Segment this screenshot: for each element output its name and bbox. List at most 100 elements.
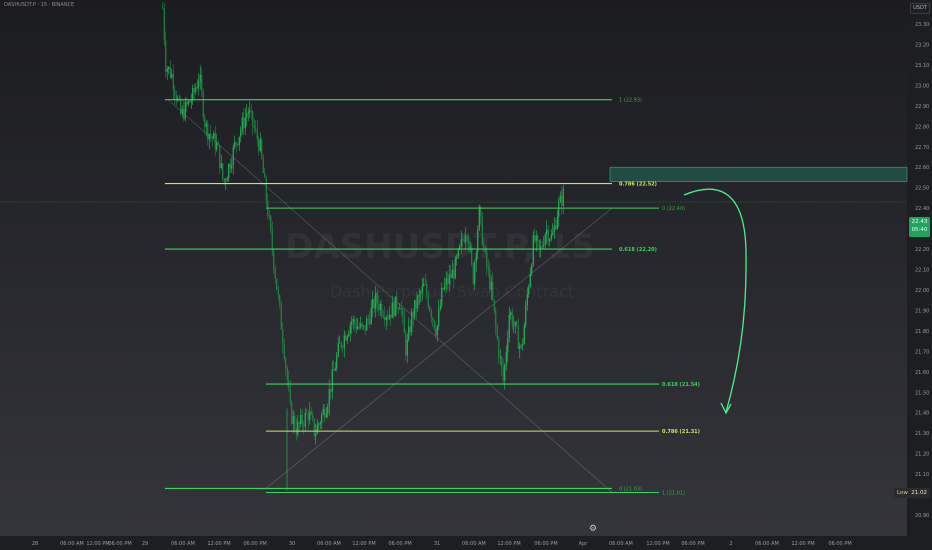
candle-body xyxy=(429,306,431,311)
candle-body xyxy=(180,99,182,115)
candle-body xyxy=(226,177,228,182)
candle-body xyxy=(492,282,494,300)
price-tick-label: 21.60 xyxy=(915,370,929,376)
currency-button[interactable]: USDT xyxy=(910,3,930,14)
candle-body xyxy=(391,302,393,318)
time-tick-label: 30 xyxy=(289,541,295,547)
price-tick-label: 22.20 xyxy=(915,247,929,253)
candle-body xyxy=(186,101,188,105)
candle-body xyxy=(301,414,303,425)
candle-body xyxy=(300,414,302,424)
time-tick-label: 06:00 AM xyxy=(609,541,633,547)
time-tick-label: 06:00 AM xyxy=(60,541,84,547)
candle-body xyxy=(277,289,279,296)
fib-lower-trend-line xyxy=(265,207,613,489)
time-tick-label: 06:00 AM xyxy=(171,541,195,547)
candle-body xyxy=(550,234,552,240)
watermark-description: Dash Perpetual Swap Contract xyxy=(330,282,574,301)
candle-body xyxy=(435,328,437,336)
candle-body xyxy=(498,339,500,358)
candle-body xyxy=(555,225,557,230)
price-tick-label: 22.70 xyxy=(915,145,929,151)
candle-body xyxy=(238,136,240,145)
candle-body xyxy=(426,283,428,296)
candle-body xyxy=(514,321,516,326)
candle-body xyxy=(427,295,429,307)
candle-body xyxy=(408,326,410,340)
candle-body xyxy=(243,117,245,129)
candle-body xyxy=(424,283,426,285)
candle-body xyxy=(523,325,525,345)
candle-body xyxy=(228,163,230,178)
candle-body xyxy=(412,311,414,317)
candle-body xyxy=(540,246,542,249)
candle-body xyxy=(303,424,305,427)
candle-body xyxy=(547,229,549,242)
candle-body xyxy=(294,415,296,429)
candle-body xyxy=(291,401,293,424)
candle-body xyxy=(384,316,386,321)
low-value: 21.02 xyxy=(911,490,927,496)
price-tick-label: 21.40 xyxy=(915,411,929,417)
fib-level-label: 0 (22.40) xyxy=(662,206,685,212)
candle-body xyxy=(258,139,260,151)
time-tick-label: 2 xyxy=(729,541,732,547)
candle-body xyxy=(316,424,318,434)
candle-body xyxy=(181,108,183,115)
time-tick-label: 06:00 PM xyxy=(681,541,704,547)
candle-body xyxy=(409,326,411,333)
candle-body xyxy=(247,112,249,114)
candle-body xyxy=(543,245,545,247)
time-tick-label: 29 xyxy=(142,541,148,547)
time-tick-label: 12:00 PM xyxy=(86,541,109,547)
price-tick-label: 23.10 xyxy=(915,63,929,69)
candle-body xyxy=(237,143,239,145)
candle-body xyxy=(462,239,464,241)
candle-body xyxy=(328,389,330,407)
candle-body xyxy=(441,288,443,306)
candle-body xyxy=(201,74,203,92)
candle-body xyxy=(208,133,210,140)
candle-body xyxy=(253,125,255,129)
fib-level-label: 0.618 (22.20) xyxy=(619,247,657,253)
candle-body xyxy=(354,319,356,325)
projection-arrow[interactable] xyxy=(683,188,747,413)
candle-body xyxy=(357,326,359,330)
candle-body xyxy=(517,326,519,349)
candle-body xyxy=(387,317,389,320)
candle-body xyxy=(487,267,489,270)
candle-body xyxy=(483,244,485,247)
candle-body xyxy=(222,163,224,179)
candle-body xyxy=(274,269,276,279)
candle-body xyxy=(246,113,248,118)
candle-body xyxy=(334,368,336,371)
current-price-value: 22.43 xyxy=(911,219,928,225)
candle-body xyxy=(544,234,546,246)
price-tick-label: 21.50 xyxy=(915,390,929,396)
candle-body xyxy=(456,256,458,259)
candle-body xyxy=(396,296,398,310)
candle-body xyxy=(400,307,402,310)
symbol-title[interactable]: DASHUSDT.P · 15 · BINANCE xyxy=(4,2,75,8)
candle-body xyxy=(538,240,540,249)
candle-body xyxy=(501,356,503,368)
candle-body xyxy=(229,163,231,169)
price-tick-label: 22.90 xyxy=(915,104,929,110)
candle-body xyxy=(306,412,308,414)
candle-body xyxy=(549,239,551,242)
time-tick-label: 06:00 AM xyxy=(462,541,486,547)
candle-body xyxy=(447,278,449,284)
candle-body xyxy=(195,87,197,93)
settings-gear-icon[interactable]: ⚙ xyxy=(588,524,598,534)
candle-body xyxy=(297,422,299,435)
candle-body xyxy=(262,157,264,173)
candle-body xyxy=(169,66,171,78)
price-tick-label: 20.90 xyxy=(915,513,929,519)
price-tick-label: 21.10 xyxy=(915,472,929,478)
candle-body xyxy=(192,87,194,101)
candle-body xyxy=(292,415,294,424)
candle-body xyxy=(255,128,257,130)
candle-body xyxy=(445,278,447,284)
